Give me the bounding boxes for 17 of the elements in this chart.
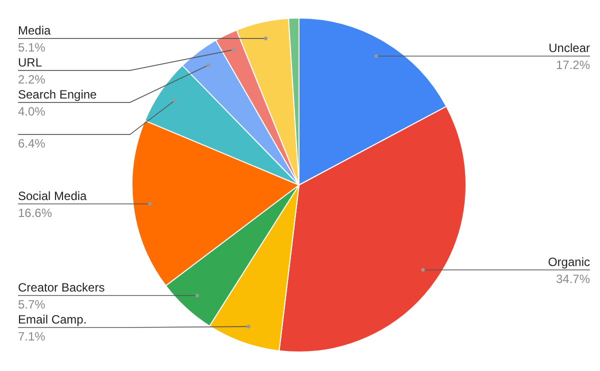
- data-label: 4.0%: [18, 104, 46, 118]
- slice-label: Social Media: [18, 188, 88, 203]
- slice-label: Email Camp.: [18, 312, 87, 327]
- data-label: 17.2%: [556, 58, 590, 72]
- data-label: 5.1%: [18, 40, 46, 54]
- slice-label: Organic: [548, 254, 590, 269]
- slice-label: Creator Backers: [18, 280, 105, 295]
- slice-label: URL: [18, 55, 42, 70]
- data-label: 16.6%: [18, 206, 52, 220]
- data-label: 2.2%: [18, 72, 46, 86]
- data-label: 34.7%: [556, 272, 590, 286]
- data-label: 5.7%: [18, 298, 46, 312]
- slice-label: Media: [18, 23, 52, 38]
- slice-label: Search Engine: [18, 87, 98, 102]
- slice-label: Unclear: [548, 41, 590, 56]
- data-label: 7.1%: [18, 330, 46, 344]
- data-label: 6.4%: [18, 136, 46, 150]
